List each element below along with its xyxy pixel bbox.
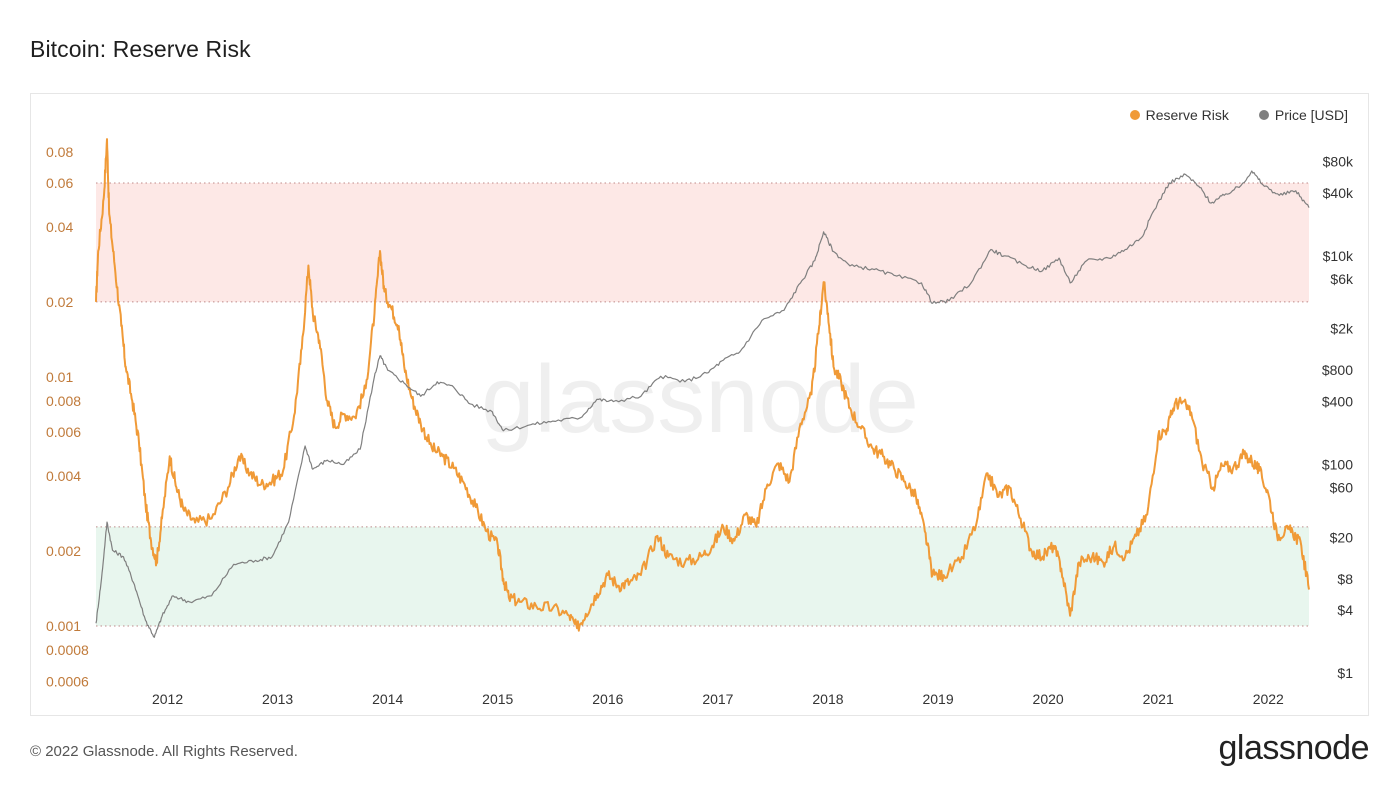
x-tick-label: 2014 (372, 691, 403, 707)
x-tick-label: 2021 (1143, 691, 1174, 707)
legend-label-reserve-risk: Reserve Risk (1145, 107, 1229, 123)
y-left-tick-label: 0.08 (46, 144, 73, 160)
copyright-text: © 2022 Glassnode. All Rights Reserved. (30, 743, 298, 760)
y-right-tick-label: $4 (1337, 602, 1353, 618)
glassnode-watermark: glassnode (481, 346, 919, 453)
legend-dot-price (1258, 110, 1269, 120)
x-tick-label: 2016 (592, 691, 623, 707)
y-right-tick-label: $1 (1337, 665, 1353, 681)
y-right-tick-label: $100 (1322, 456, 1353, 472)
x-tick-label: 2022 (1253, 691, 1284, 707)
y-left-tick-label: 0.02 (46, 294, 73, 310)
x-tick-label: 2020 (1033, 691, 1064, 707)
y-right-tick-label: $60 (1330, 480, 1354, 496)
y-left-tick-label: 0.004 (46, 468, 81, 484)
legend-item-price[interactable]: Price [USD] (1258, 107, 1348, 123)
band-high (96, 183, 1309, 302)
x-tick-label: 2013 (262, 691, 293, 707)
x-tick-label: 2012 (152, 691, 183, 707)
y-right-tick-label: $400 (1322, 394, 1353, 410)
y-right-tick-label: $6k (1330, 271, 1354, 287)
page-title: Bitcoin: Reserve Risk (30, 36, 251, 62)
x-tick-label: 2018 (812, 691, 843, 707)
x-tick-label: 2019 (922, 691, 953, 707)
y-right-tick-label: $80k (1323, 154, 1354, 170)
y-left-tick-label: 0.04 (46, 219, 73, 235)
y-left-tick-label: 0.06 (46, 175, 73, 191)
y-left-tick-label: 0.006 (46, 424, 81, 440)
x-tick-label: 2015 (482, 691, 513, 707)
y-left-tick-label: 0.001 (46, 618, 81, 634)
band-low (96, 526, 1309, 626)
y-right-tick-label: $10k (1323, 248, 1354, 264)
glassnode-logo[interactable]: glassnode (1218, 729, 1369, 767)
y-left-tick-label: 0.002 (46, 543, 81, 559)
legend-label-price: Price [USD] (1274, 107, 1348, 123)
legend-dot-reserve-risk (1129, 110, 1140, 120)
y-right-tick-label: $40k (1323, 185, 1354, 201)
y-left-tick-label: 0.0008 (46, 642, 89, 658)
y-right-tick-label: $8 (1337, 571, 1353, 587)
y-left-tick-label: 0.0006 (46, 673, 89, 689)
y-right-tick-label: $20 (1330, 529, 1354, 545)
y-right-tick-label: $2k (1330, 321, 1354, 337)
x-tick-label: 2017 (702, 691, 733, 707)
chart-legend: Reserve Risk Price [USD] (1129, 107, 1348, 123)
series-line-price (95, 170, 1310, 638)
series-line-reserve-risk (95, 138, 1310, 632)
legend-item-reserve-risk[interactable]: Reserve Risk (1129, 107, 1229, 123)
y-left-tick-label: 0.01 (46, 369, 73, 385)
y-left-tick-label: 0.008 (46, 393, 81, 409)
y-right-tick-label: $800 (1322, 362, 1353, 378)
